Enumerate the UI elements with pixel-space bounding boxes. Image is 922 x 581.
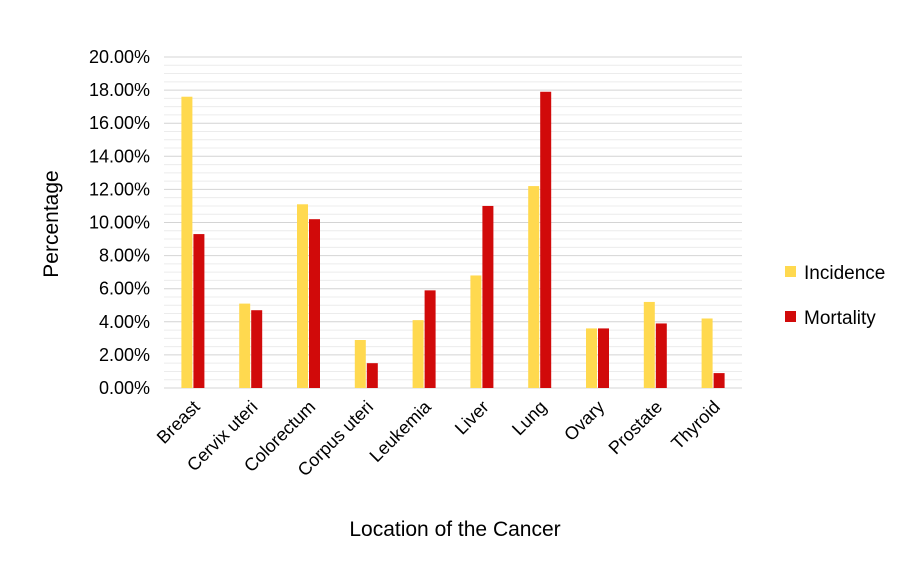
legend-swatch [785, 266, 796, 277]
bar-incidence-prostate [643, 301, 655, 388]
bar-mortality-prostate [655, 323, 667, 388]
y-tick-label: 20.00% [89, 47, 150, 67]
bar-incidence-breast [181, 96, 193, 388]
grid-lines [164, 56, 742, 389]
legend: Incidence Mortality [785, 263, 885, 329]
bar-incidence-colorectum [297, 204, 308, 388]
y-tick-label: 6.00% [99, 279, 150, 299]
bars [181, 91, 725, 388]
bar-mortality-liver [482, 205, 494, 388]
x-tick-label: Leukemia [366, 396, 436, 466]
bar-incidence-corpus-uteri [354, 340, 366, 388]
y-tick-label: 16.00% [89, 113, 150, 133]
y-axis-title: Percentage [40, 170, 63, 277]
bar-mortality-cervix-uteri [251, 310, 263, 388]
x-axis-title: Location of the Cancer [349, 518, 560, 541]
legend-swatch [785, 311, 796, 322]
bar-mortality-breast [193, 234, 205, 388]
y-tick-label: 12.00% [89, 179, 150, 199]
y-tick-label: 18.00% [89, 80, 150, 100]
y-tick-label: 14.00% [89, 146, 150, 166]
x-tick-label: Breast [153, 397, 204, 448]
legend-label: Incidence [804, 263, 885, 284]
y-tick-label: 10.00% [89, 213, 150, 233]
bar-mortality-ovary [598, 328, 609, 388]
bar-mortality-thyroid [713, 373, 725, 388]
y-tick-label: 8.00% [99, 246, 150, 266]
bar-incidence-lung [528, 186, 540, 388]
y-tick-label: 4.00% [99, 312, 150, 332]
y-tick-label: 2.00% [99, 345, 150, 365]
bar-mortality-lung [540, 91, 552, 388]
x-tick-label: Liver [451, 397, 493, 439]
y-axis-ticks: 0.00% 2.00% 4.00% 6.00% 8.00% 10.00% 12.00% 14.… [89, 47, 150, 398]
bar-mortality-colorectum [309, 219, 320, 388]
legend-label: Mortality [804, 308, 876, 329]
bar-incidence-ovary [586, 328, 597, 388]
bar-mortality-leukemia [424, 290, 436, 388]
bar-incidence-liver [470, 275, 482, 388]
x-tick-label: Prostate [605, 397, 667, 459]
bar-incidence-thyroid [701, 318, 713, 388]
x-tick-label: Lung [508, 397, 550, 439]
bar-incidence-leukemia [412, 320, 424, 388]
x-tick-label: Thyroid [667, 397, 724, 454]
bar-mortality-corpus-uteri [366, 363, 378, 388]
bar-incidence-cervix-uteri [239, 303, 251, 388]
y-tick-label: 0.00% [99, 378, 150, 398]
x-tick-label: Ovary [560, 397, 608, 445]
